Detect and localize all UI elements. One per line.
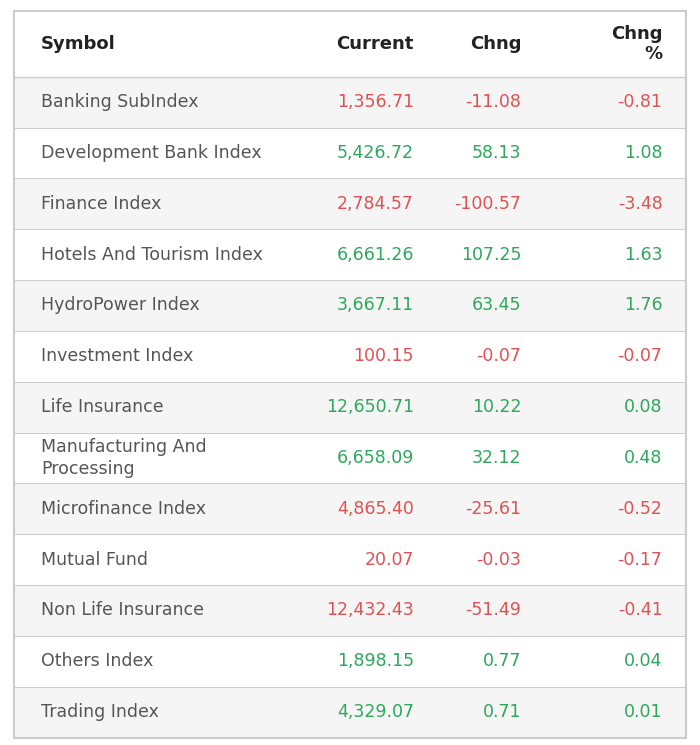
Text: HydroPower Index: HydroPower Index: [41, 297, 199, 314]
Text: 4,329.07: 4,329.07: [337, 703, 414, 721]
Text: -0.41: -0.41: [617, 601, 662, 620]
Text: -3.48: -3.48: [617, 194, 662, 213]
Text: -11.08: -11.08: [466, 93, 522, 111]
Text: 1,356.71: 1,356.71: [337, 93, 414, 111]
FancyBboxPatch shape: [14, 229, 686, 280]
Text: Manufacturing And
Processing: Manufacturing And Processing: [41, 438, 206, 478]
Text: 0.08: 0.08: [624, 398, 662, 416]
Text: Banking SubIndex: Banking SubIndex: [41, 93, 198, 111]
Text: -51.49: -51.49: [466, 601, 522, 620]
Text: 4,865.40: 4,865.40: [337, 500, 414, 518]
Text: 0.48: 0.48: [624, 449, 662, 467]
Text: 0.77: 0.77: [483, 653, 522, 670]
Text: Microfinance Index: Microfinance Index: [41, 500, 206, 518]
Text: Current: Current: [337, 35, 414, 53]
Text: -100.57: -100.57: [454, 194, 522, 213]
Text: 10.22: 10.22: [472, 398, 522, 416]
Text: Development Bank Index: Development Bank Index: [41, 144, 262, 162]
FancyBboxPatch shape: [14, 433, 686, 484]
FancyBboxPatch shape: [14, 178, 686, 229]
Text: 1,898.15: 1,898.15: [337, 653, 414, 670]
Text: Others Index: Others Index: [41, 653, 153, 670]
Text: Investment Index: Investment Index: [41, 347, 193, 365]
Text: 100.15: 100.15: [354, 347, 414, 365]
FancyBboxPatch shape: [14, 11, 686, 77]
FancyBboxPatch shape: [14, 127, 686, 178]
Text: 2,784.57: 2,784.57: [337, 194, 414, 213]
Text: 3,667.11: 3,667.11: [337, 297, 414, 314]
Text: -25.61: -25.61: [466, 500, 522, 518]
Text: Hotels And Tourism Index: Hotels And Tourism Index: [41, 246, 262, 264]
Text: 12,432.43: 12,432.43: [326, 601, 414, 620]
FancyBboxPatch shape: [14, 534, 686, 585]
Text: Non Life Insurance: Non Life Insurance: [41, 601, 204, 620]
Text: 63.45: 63.45: [472, 297, 522, 314]
Text: 6,661.26: 6,661.26: [336, 246, 414, 264]
Text: 6,658.09: 6,658.09: [337, 449, 414, 467]
FancyBboxPatch shape: [14, 484, 686, 534]
FancyBboxPatch shape: [14, 687, 686, 738]
Text: 1.76: 1.76: [624, 297, 662, 314]
Text: -0.52: -0.52: [617, 500, 662, 518]
Text: -0.07: -0.07: [477, 347, 522, 365]
Text: Mutual Fund: Mutual Fund: [41, 551, 148, 568]
FancyBboxPatch shape: [14, 331, 686, 381]
Text: 0.71: 0.71: [483, 703, 522, 721]
Text: 20.07: 20.07: [364, 551, 414, 568]
Text: 5,426.72: 5,426.72: [337, 144, 414, 162]
Text: Symbol: Symbol: [41, 35, 116, 53]
FancyBboxPatch shape: [14, 77, 686, 127]
Text: 12,650.71: 12,650.71: [326, 398, 414, 416]
Text: -0.17: -0.17: [617, 551, 662, 568]
Text: -0.07: -0.07: [617, 347, 662, 365]
Text: 0.01: 0.01: [624, 703, 662, 721]
FancyBboxPatch shape: [14, 585, 686, 636]
Text: -0.03: -0.03: [477, 551, 522, 568]
Text: -0.81: -0.81: [617, 93, 662, 111]
Text: 0.04: 0.04: [624, 653, 662, 670]
Text: 1.08: 1.08: [624, 144, 662, 162]
FancyBboxPatch shape: [14, 280, 686, 331]
FancyBboxPatch shape: [14, 381, 686, 433]
FancyBboxPatch shape: [14, 636, 686, 687]
Text: Chng
%: Chng %: [611, 25, 662, 63]
Text: 1.63: 1.63: [624, 246, 662, 264]
Text: 107.25: 107.25: [461, 246, 522, 264]
Text: Chng: Chng: [470, 35, 522, 53]
Text: 58.13: 58.13: [472, 144, 522, 162]
Text: Life Insurance: Life Insurance: [41, 398, 164, 416]
Text: 32.12: 32.12: [472, 449, 522, 467]
Text: Trading Index: Trading Index: [41, 703, 159, 721]
Text: Finance Index: Finance Index: [41, 194, 161, 213]
